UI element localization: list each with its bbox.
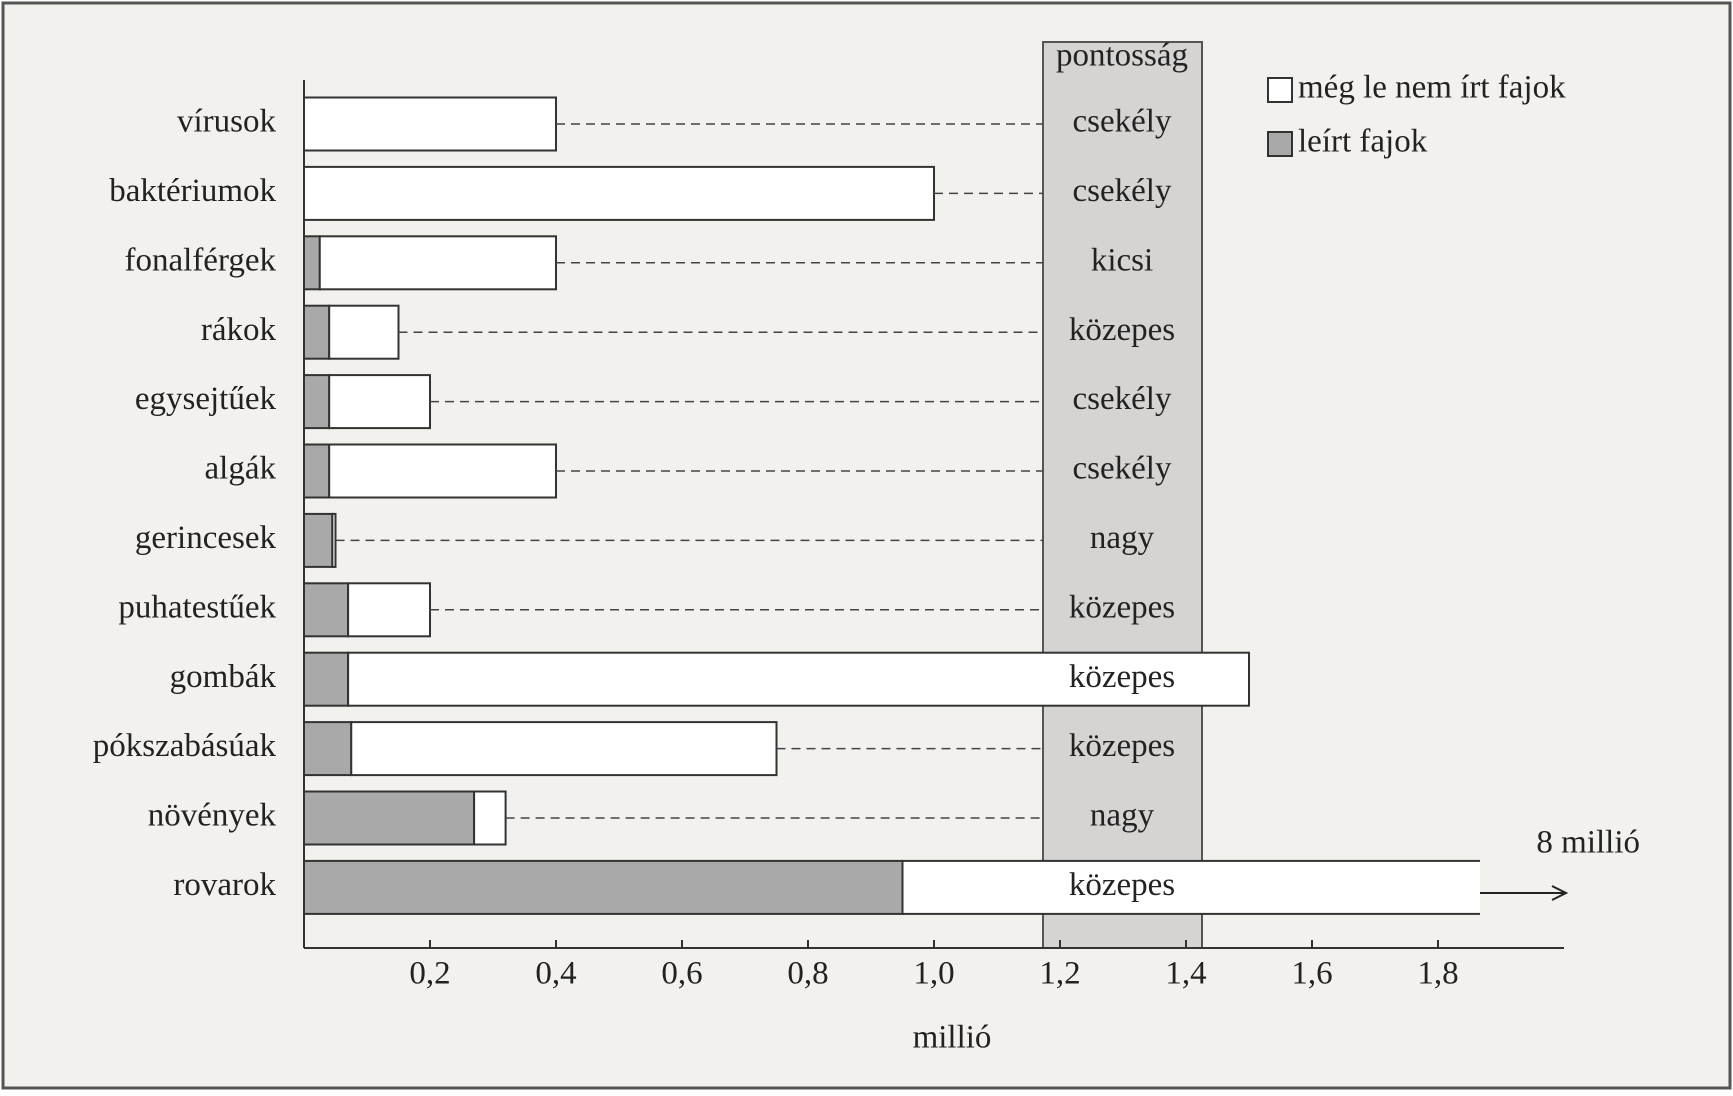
category-label: rovarok (173, 867, 276, 903)
x-tick-label: 1,6 (1291, 956, 1332, 992)
accuracy-label: közepes (1069, 589, 1175, 625)
bar-segment (304, 861, 903, 914)
accuracy-title: pontosság (1056, 38, 1188, 74)
bar-segment (351, 722, 776, 775)
bar-segment (304, 167, 934, 220)
x-axis-label: millió (913, 1020, 992, 1056)
bar-segment (304, 792, 474, 845)
bar-segment (332, 514, 335, 567)
accuracy-label: csekély (1073, 381, 1172, 417)
annotation: 8 millió (1536, 825, 1640, 861)
x-tick-label: 1,0 (913, 956, 954, 992)
accuracy-label: csekély (1073, 173, 1172, 209)
accuracy-label: nagy (1090, 520, 1155, 556)
category-label: gombák (170, 659, 277, 695)
bar-segment (304, 375, 329, 428)
category-label: gerincesek (135, 520, 277, 556)
accuracy-label: csekély (1073, 451, 1172, 487)
bar-segment (348, 583, 430, 636)
accuracy-label: közepes (1069, 659, 1175, 695)
x-tick-label: 0,2 (409, 956, 450, 992)
accuracy-label: közepes (1069, 312, 1175, 348)
bar-segment (304, 306, 329, 359)
x-tick-label: 1,8 (1417, 956, 1458, 992)
category-label: fonalférgek (125, 242, 277, 278)
x-tick-label: 1,4 (1165, 956, 1206, 992)
bar-segment (329, 375, 430, 428)
bar-segment (304, 653, 348, 706)
category-label: rákok (201, 312, 277, 348)
x-tick-label: 0,4 (535, 956, 576, 992)
x-tick-label: 0,6 (661, 956, 702, 992)
accuracy-label: közepes (1069, 728, 1175, 764)
bar-segment (320, 236, 556, 289)
x-tick-label: 0,8 (787, 956, 828, 992)
bar-segment (304, 722, 351, 775)
accuracy-label: közepes (1069, 867, 1175, 903)
category-label: baktériumok (109, 173, 276, 209)
bar-segment (329, 445, 556, 498)
bar-segment (474, 792, 506, 845)
category-label: egysejtűek (135, 381, 277, 417)
legend-label: még le nem írt fajok (1298, 70, 1566, 106)
accuracy-label: nagy (1090, 798, 1155, 834)
bar-segment (304, 445, 329, 498)
accuracy-label: csekély (1073, 104, 1172, 140)
bar-segment (304, 236, 320, 289)
bar-segment (304, 98, 556, 151)
category-label: puhatestűek (118, 589, 276, 625)
legend-swatch (1268, 78, 1292, 102)
legend-label: leírt fajok (1298, 124, 1428, 160)
x-tick-label: 1,2 (1039, 956, 1080, 992)
category-label: pókszabásúak (93, 728, 277, 764)
category-label: növények (148, 798, 277, 834)
bar-segment (304, 514, 332, 567)
bar-segment (329, 306, 398, 359)
bar-segment (304, 583, 348, 636)
accuracy-label: kicsi (1091, 242, 1153, 278)
category-label: algák (205, 451, 277, 487)
category-label: vírusok (177, 104, 277, 140)
legend-swatch (1268, 132, 1292, 156)
